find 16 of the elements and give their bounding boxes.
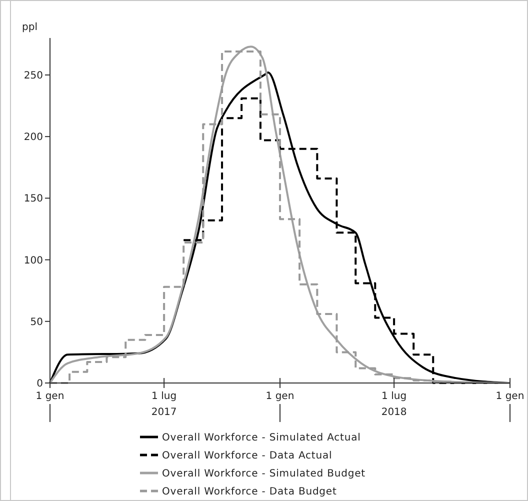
y-tick-label: 250: [24, 70, 43, 82]
x-tick-label: 1 gen: [496, 391, 524, 402]
y-tick-label: 50: [30, 316, 43, 328]
y-tick-label: 0: [36, 378, 43, 390]
y-tick-label: 200: [24, 132, 43, 144]
y-axis-title: ppl: [22, 22, 38, 33]
y-tick-label: 150: [24, 194, 43, 205]
legend-label: Overall Workforce - Simulated Actual: [162, 432, 361, 444]
legend-label: Overall Workforce - Data Actual: [162, 450, 332, 462]
legend-label: Overall Workforce - Data Budget: [162, 486, 337, 498]
x-tick-label: 1 gen: [36, 391, 64, 402]
y-tick-label: 100: [24, 255, 43, 266]
x-tick-label: 1 lug 2018: [381, 391, 407, 418]
legend-label: Overall Workforce - Simulated Budget: [162, 468, 366, 480]
x-tick-label: 1 lug 2017: [151, 391, 177, 418]
x-tick-label: 1 gen: [266, 391, 294, 402]
